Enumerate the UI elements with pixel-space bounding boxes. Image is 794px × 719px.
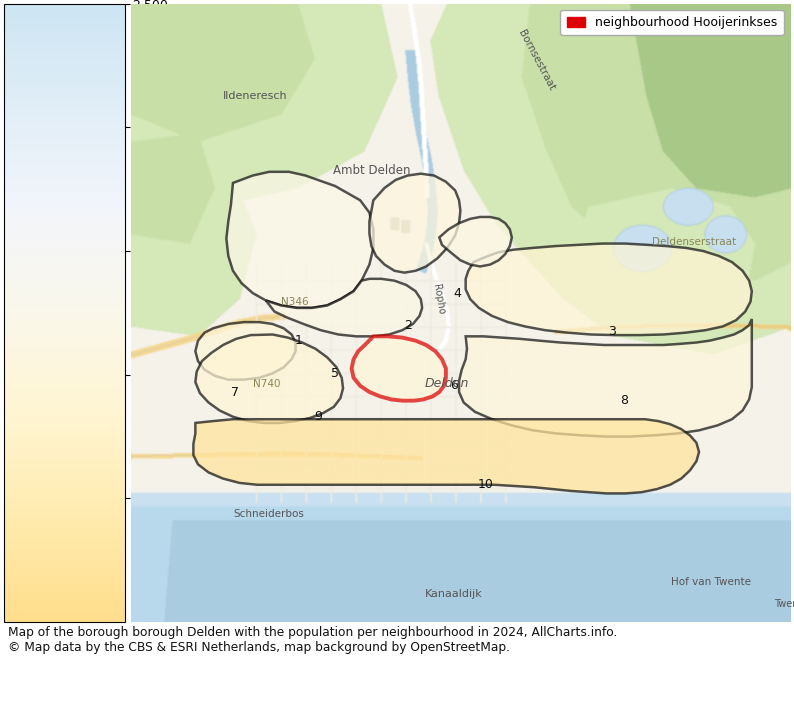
Text: 10: 10 xyxy=(477,478,493,491)
Text: Ildeneresch: Ildeneresch xyxy=(223,91,287,101)
Text: Deldenserstraat: Deldenserstraat xyxy=(652,237,736,247)
Polygon shape xyxy=(266,279,422,336)
Text: 4: 4 xyxy=(453,287,461,300)
Text: Ambt Delden: Ambt Delden xyxy=(333,164,410,177)
Polygon shape xyxy=(195,334,343,423)
Polygon shape xyxy=(459,319,752,436)
Text: Map of the borough borough Delden with the population per neighbourhood in 2024,: Map of the borough borough Delden with t… xyxy=(8,626,617,654)
Text: 1: 1 xyxy=(295,334,303,347)
Text: 5: 5 xyxy=(331,367,339,380)
Text: 7: 7 xyxy=(231,385,239,398)
Polygon shape xyxy=(439,217,512,267)
Polygon shape xyxy=(226,172,373,308)
Text: 2: 2 xyxy=(403,319,411,331)
Polygon shape xyxy=(352,336,446,400)
Text: N740: N740 xyxy=(252,379,280,389)
Text: 9: 9 xyxy=(314,411,322,423)
Text: Twente: Twente xyxy=(773,599,794,608)
Polygon shape xyxy=(195,322,295,380)
Text: Delden: Delden xyxy=(425,377,469,390)
Polygon shape xyxy=(369,174,461,273)
Text: Kanaaldijk: Kanaaldijk xyxy=(425,590,483,600)
Text: 8: 8 xyxy=(620,394,628,407)
Text: N346: N346 xyxy=(281,298,309,308)
Text: Ropho: Ropho xyxy=(430,283,446,315)
Text: Bornsestraat: Bornsestraat xyxy=(516,28,557,92)
Text: Hof van Twente: Hof van Twente xyxy=(672,577,751,587)
Text: Schneiderbos: Schneiderbos xyxy=(233,509,304,519)
Polygon shape xyxy=(465,244,752,335)
Text: 6: 6 xyxy=(450,380,457,393)
Text: 3: 3 xyxy=(608,325,616,338)
Legend: neighbourhood Hooijerinkses: neighbourhood Hooijerinkses xyxy=(561,10,784,35)
Polygon shape xyxy=(194,419,699,493)
